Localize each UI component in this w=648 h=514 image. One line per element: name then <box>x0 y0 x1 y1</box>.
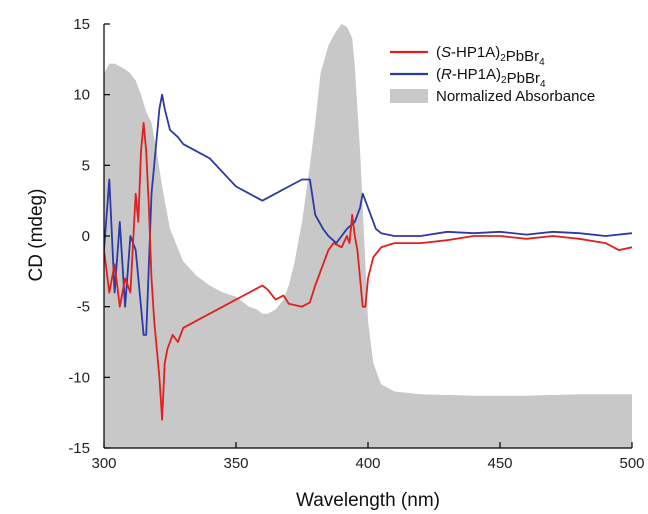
series-S-line <box>104 122 632 421</box>
x-tick-label: 300 <box>91 455 116 472</box>
x-axis-title: Wavelength (nm) <box>296 490 440 511</box>
axes: 300 350 400 450 500 15 10 5 0 -5 -10 -15 <box>68 16 644 472</box>
series-absorbance-area <box>104 24 632 448</box>
legend-label-R: (R-HP1A)2PbBr4 <box>436 66 546 90</box>
y-tick-label: -15 <box>68 440 90 457</box>
x-tick-label: 350 <box>223 455 248 472</box>
y-tick-label: 10 <box>73 87 90 104</box>
x-tick-label: 400 <box>355 455 380 472</box>
x-tick-label: 500 <box>619 455 644 472</box>
y-tick-label: 5 <box>82 157 90 174</box>
x-tick-label: 450 <box>487 455 512 472</box>
legend-label-S: (S-HP1A)2PbBr4 <box>436 44 545 68</box>
y-tick-label: 0 <box>82 228 90 245</box>
legend-label-abs: Normalized Absorbance <box>436 88 595 105</box>
series-R-line <box>104 93 632 336</box>
y-axis-title: CD (mdeg) <box>26 189 47 282</box>
y-tick-label: -5 <box>77 299 90 316</box>
y-tick-label: -10 <box>68 369 90 386</box>
legend-swatch-absorbance <box>390 89 428 103</box>
plot-area <box>104 24 632 448</box>
y-tick-label: 15 <box>73 16 90 33</box>
